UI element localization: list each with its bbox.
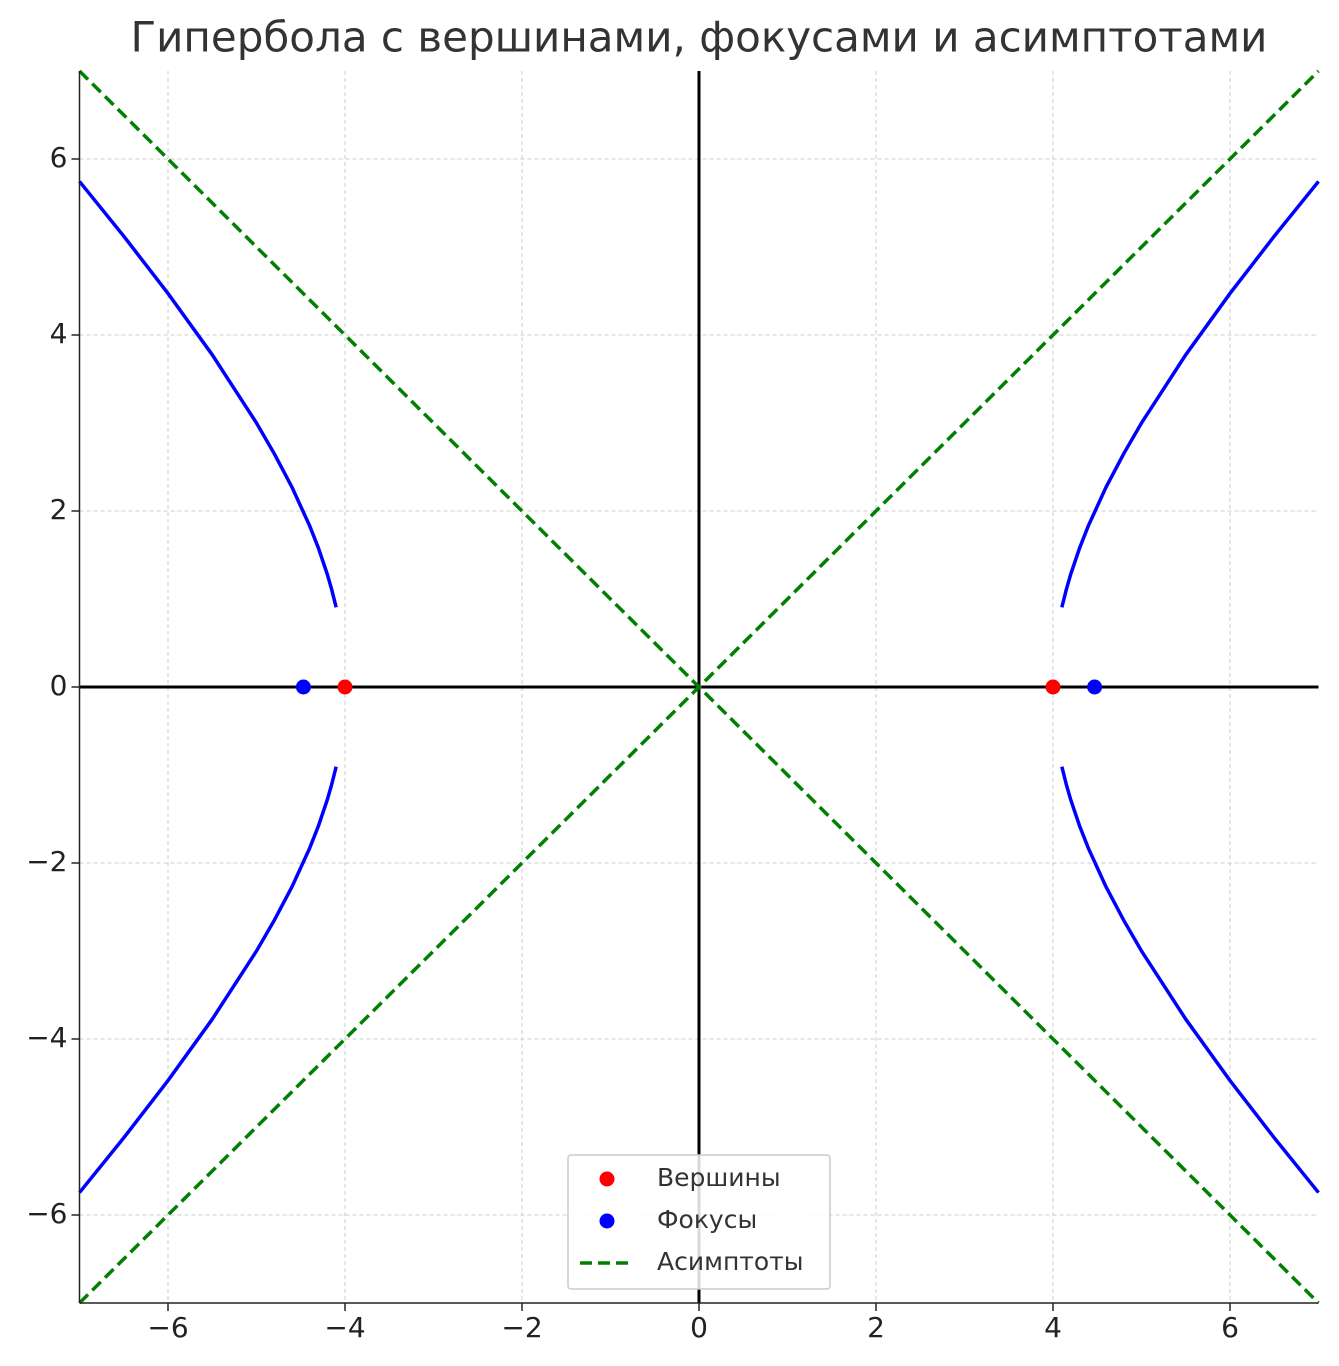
legend-label: Фокусы <box>657 1205 757 1234</box>
y-tick-label: 6 <box>50 141 68 174</box>
hyperbola-line <box>78 180 338 608</box>
x-tick-label: 6 <box>1221 1311 1239 1344</box>
y-tick-label: −2 <box>26 845 67 878</box>
legend-marker <box>599 1171 615 1187</box>
legend: Вершины Фокусы Асимптоты <box>567 1154 831 1290</box>
x-tick-label: −4 <box>324 1311 365 1344</box>
x-tick-label: −6 <box>147 1311 188 1344</box>
asymptote-line <box>78 69 1320 1305</box>
legend-label: Асимптоты <box>657 1247 803 1276</box>
hyperbola-line <box>78 766 338 1194</box>
axes: −6 −4 −2 0 2 4 6 −6 −4 −2 0 2 4 6 <box>26 71 1319 1344</box>
x-tick-label: 0 <box>690 1311 708 1344</box>
x-tick-label: 2 <box>867 1311 885 1344</box>
hyperbola-line <box>1060 180 1320 608</box>
y-tick-label: 0 <box>50 669 68 702</box>
point <box>1087 679 1103 695</box>
legend-box <box>567 1154 831 1290</box>
y-tick-label: 4 <box>50 317 68 350</box>
point <box>1045 679 1061 695</box>
x-tick-label: 4 <box>1044 1311 1062 1344</box>
legend-label: Вершины <box>657 1163 781 1192</box>
x-tick-label: −2 <box>501 1311 542 1344</box>
y-tick-label: −6 <box>26 1197 67 1230</box>
chart-title: Гипербола с вершинами, фокусами и асимпт… <box>131 13 1268 62</box>
plot-area <box>78 69 1320 1305</box>
point <box>295 679 311 695</box>
y-tick-label: −4 <box>26 1021 67 1054</box>
hyperbola-line <box>1060 766 1320 1194</box>
y-tick-label: 2 <box>50 493 68 526</box>
point <box>337 679 353 695</box>
legend-marker <box>599 1213 615 1229</box>
